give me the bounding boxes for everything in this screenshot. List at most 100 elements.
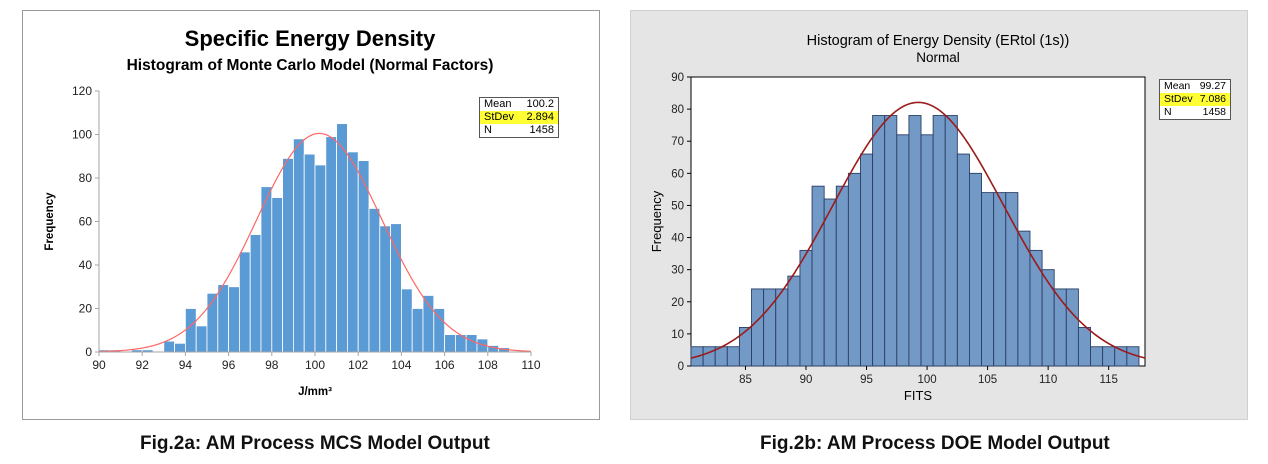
histogram-bar xyxy=(799,249,813,367)
normal-fit-curve xyxy=(98,132,532,353)
chart-panel-doe: Histogram of Energy Density (ERtol (1s))… xyxy=(630,10,1248,420)
x-tick-label: 98 xyxy=(265,358,279,372)
y-tick-label: 50 xyxy=(671,200,684,212)
chart-subtitle: Histogram of Monte Carlo Model (Normal F… xyxy=(127,57,494,74)
histogram-bar xyxy=(217,284,230,353)
doe-histogram-svg: Histogram of Energy Density (ERtol (1s))… xyxy=(649,33,1146,403)
y-tick-label: 40 xyxy=(671,233,684,245)
histogram-bar xyxy=(847,172,861,367)
y-tick-label: 60 xyxy=(671,168,684,180)
y-tick-label: 70 xyxy=(671,136,684,148)
stat-value: 2.894 xyxy=(526,111,554,123)
histogram-bar xyxy=(465,334,478,353)
y-tick-label: 0 xyxy=(85,345,92,359)
stat-value: 99.27 xyxy=(1199,80,1226,92)
histogram-bar xyxy=(726,346,740,367)
x-tick-label: 115 xyxy=(1100,374,1118,386)
histogram-bar xyxy=(400,288,413,353)
x-tick-label: 102 xyxy=(348,358,368,372)
x-tick-label: 100 xyxy=(917,374,936,386)
x-axis-label: FITS xyxy=(904,388,932,403)
histogram-bar xyxy=(1102,346,1116,367)
x-tick-label: 110 xyxy=(521,358,540,372)
x-tick-label: 85 xyxy=(739,374,752,386)
histogram-bar xyxy=(1077,327,1091,367)
histogram-bar xyxy=(271,197,284,353)
histogram-bar xyxy=(228,286,240,353)
y-tick-label: 90 xyxy=(671,72,684,84)
stats-legend-mcs: Mean 100.2 StDev 2.894 N 1458 xyxy=(479,97,559,138)
chart-title: Specific Energy Density xyxy=(185,26,436,51)
normal-fit-curve xyxy=(690,101,1146,359)
histogram-bar xyxy=(292,138,305,353)
x-tick-label: 100 xyxy=(305,358,325,372)
y-axis-label: Frequency xyxy=(649,190,664,252)
histogram-bar xyxy=(174,342,186,353)
histogram-bar xyxy=(444,334,456,353)
figure-caption-a: Fig.2a: AM Process MCS Model Output xyxy=(140,433,490,454)
histogram-bar xyxy=(981,192,995,367)
x-axis-label: J/mm³ xyxy=(298,386,332,398)
x-tick-label: 90 xyxy=(800,374,813,386)
stat-label: StDev xyxy=(484,111,514,123)
histogram-bar xyxy=(738,327,752,367)
histogram-bar xyxy=(1005,192,1019,367)
histogram-bar xyxy=(195,325,208,353)
histogram-bar xyxy=(163,340,176,353)
stat-label: N xyxy=(1164,106,1172,118)
histogram-bar xyxy=(1029,249,1043,367)
x-tick-label: 95 xyxy=(860,374,873,386)
histogram-bar xyxy=(775,288,789,367)
stat-label: N xyxy=(484,124,492,136)
histogram-bar xyxy=(956,153,970,367)
histogram-bar xyxy=(896,134,910,367)
x-tick-label: 104 xyxy=(391,358,411,372)
histogram-bar xyxy=(368,208,381,353)
histogram-bar xyxy=(823,198,837,367)
histogram-bar xyxy=(411,308,424,353)
histogram-bar xyxy=(282,158,294,353)
stat-row-stdev: StDev 2.894 xyxy=(480,111,558,124)
histogram-bar xyxy=(835,185,849,367)
histogram-bar xyxy=(1053,288,1067,367)
stat-label: Mean xyxy=(484,98,512,110)
histogram-bar xyxy=(433,308,445,353)
y-tick-label: 20 xyxy=(671,297,684,309)
y-tick-label: 100 xyxy=(72,128,92,142)
stat-label: Mean xyxy=(1164,80,1191,92)
x-tick-label: 92 xyxy=(136,358,150,372)
histogram-bar xyxy=(336,123,348,353)
x-tick-label: 90 xyxy=(92,358,106,372)
y-tick-label: 40 xyxy=(79,258,93,272)
y-tick-label: 60 xyxy=(79,215,93,229)
histogram-bar xyxy=(390,223,402,353)
stat-value: 100.2 xyxy=(526,98,554,110)
histogram-bar xyxy=(379,225,391,353)
histogram-bar xyxy=(908,115,922,367)
stat-row-mean: Mean 100.2 xyxy=(480,98,558,111)
histogram-bar xyxy=(763,288,777,367)
histogram-bar xyxy=(751,288,765,367)
x-tick-label: 96 xyxy=(222,358,236,372)
stat-row-n: N 1458 xyxy=(480,124,558,137)
mcs-histogram-svg: Specific Energy Density Histogram of Mont… xyxy=(44,26,541,398)
y-axis-label: Frequency xyxy=(44,192,56,251)
y-tick-label: 20 xyxy=(79,302,93,316)
x-tick-label: 108 xyxy=(478,358,498,372)
figure-caption-b: Fig.2b: AM Process DOE Model Output xyxy=(760,433,1110,454)
y-tick-label: 30 xyxy=(671,265,684,277)
chart-panel-mcs: Specific Energy Density Histogram of Mont… xyxy=(22,10,600,420)
y-tick-label: 0 xyxy=(678,361,684,373)
histogram-bar xyxy=(1041,269,1055,367)
chart-title: Histogram of Energy Density (ERtol (1s)) xyxy=(807,33,1070,49)
histogram-bar xyxy=(346,151,359,353)
stat-row-mean: Mean 99.27 xyxy=(1160,80,1230,93)
x-tick-label: 94 xyxy=(179,358,193,372)
histogram-bar xyxy=(702,346,716,367)
stat-value: 1458 xyxy=(529,124,554,136)
histogram-bar xyxy=(932,115,946,367)
histogram-bar xyxy=(860,153,874,367)
y-tick-label: 80 xyxy=(671,104,684,116)
y-tick-label: 10 xyxy=(671,329,684,341)
histogram-bar xyxy=(238,251,251,353)
